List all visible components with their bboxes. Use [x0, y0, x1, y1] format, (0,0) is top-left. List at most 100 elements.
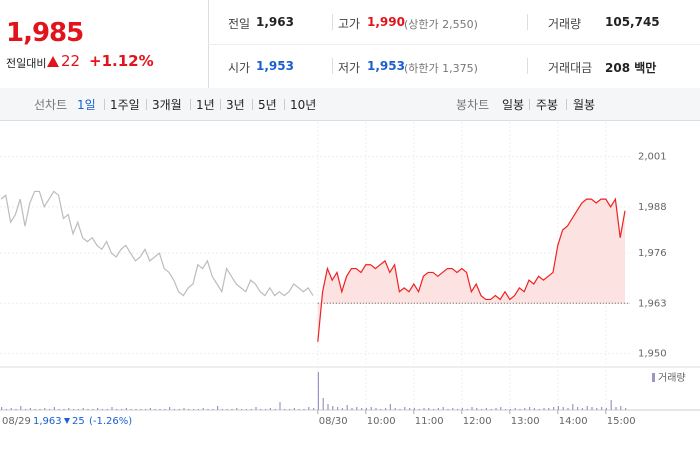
volume-bar	[553, 407, 555, 410]
prev-change: 25	[72, 416, 85, 427]
period-tab[interactable]: 5년	[258, 98, 277, 112]
volume-bar	[461, 408, 463, 410]
volume-bar	[63, 409, 65, 410]
stat-label: 전일	[228, 17, 251, 31]
volume-bar	[519, 409, 521, 410]
prev-close: 1,963	[33, 416, 62, 427]
volume-bar	[135, 409, 137, 410]
period-tab[interactable]: 1주일	[110, 98, 140, 112]
volume-bar	[212, 409, 214, 410]
volume-bar	[389, 404, 391, 410]
volume-bar	[255, 407, 257, 410]
volume-bar	[317, 372, 319, 410]
volume-bar	[217, 406, 219, 410]
change: 22	[61, 52, 81, 70]
volume-bar	[490, 409, 492, 410]
volume-bar	[10, 408, 12, 410]
volume-bar	[341, 408, 343, 410]
volume-bar	[601, 407, 603, 410]
volume-bar	[20, 406, 22, 410]
volume-bar	[428, 408, 430, 410]
volume-bar	[293, 408, 295, 410]
volume-bar	[466, 409, 468, 410]
stat-label: 거래대금	[548, 61, 593, 75]
volume-bar	[591, 407, 593, 410]
volume-bar	[394, 408, 396, 410]
volume-bar	[385, 408, 387, 410]
stat-extra: (상한가 2,550)	[404, 18, 478, 31]
volume-bar	[106, 409, 108, 410]
volume-bar	[533, 408, 535, 410]
volume-bar	[226, 409, 228, 410]
period-tab[interactable]: 월봉	[573, 98, 596, 112]
volume-bar	[53, 407, 55, 410]
volume-bar	[87, 409, 89, 410]
volume-bar	[207, 409, 209, 410]
volume-bar	[365, 408, 367, 410]
period-tab[interactable]: 일봉	[502, 98, 525, 112]
period-tab[interactable]: 10년	[290, 98, 317, 112]
volume-bar	[586, 406, 588, 410]
stat-value: 1,990	[367, 15, 405, 29]
volume-bar	[303, 409, 305, 410]
volume-bar	[92, 409, 94, 410]
volume-bar	[332, 406, 334, 410]
volume-bar	[178, 409, 180, 410]
volume-bar	[68, 408, 70, 410]
price: 1,985	[6, 18, 84, 48]
volume-bar	[15, 409, 17, 410]
volume-bar	[77, 409, 79, 410]
volume-bar	[125, 408, 127, 410]
change-label: 전일대비	[6, 57, 47, 70]
volume-bar	[169, 407, 171, 410]
period-tab[interactable]: 1일	[77, 98, 96, 112]
x-tick-label: 11:00	[415, 416, 444, 427]
period-tab[interactable]: 3년	[226, 98, 245, 112]
volume-bar	[572, 404, 574, 410]
volume-bar	[159, 409, 161, 410]
volume-bar	[193, 409, 195, 410]
period-tab[interactable]: 주봉	[536, 98, 559, 112]
volume-bar	[413, 408, 415, 410]
divider	[529, 99, 530, 110]
volume-bar	[274, 409, 276, 410]
volume-bar	[58, 409, 60, 410]
volume-bar	[1, 407, 3, 410]
divider	[332, 14, 333, 30]
volume-bar	[265, 409, 267, 410]
volume-bar	[308, 407, 310, 410]
volume-bar	[471, 407, 473, 410]
volume-bar	[149, 408, 151, 410]
legend-label: 거래량	[658, 372, 686, 384]
x-tick-label: 13:00	[511, 416, 540, 427]
volume-bar	[173, 409, 175, 410]
volume-bar	[322, 398, 324, 410]
volume-bar	[476, 408, 478, 410]
volume-bar	[500, 407, 502, 410]
volume-bar	[418, 409, 420, 410]
volume-bar	[514, 408, 516, 410]
volume-bar	[442, 407, 444, 410]
volume-bar	[82, 408, 84, 410]
volume-bar	[140, 409, 142, 410]
volume-bar	[298, 409, 300, 410]
volume-bar	[121, 409, 123, 410]
volume-bar	[313, 408, 315, 410]
volume-bar	[188, 409, 190, 410]
period-tab[interactable]: 3개월	[152, 98, 182, 112]
volume-bar	[567, 408, 569, 410]
x-tick-label: 15:00	[607, 416, 636, 427]
volume-bar	[25, 409, 27, 410]
volume-bar	[620, 406, 622, 410]
volume-bar	[97, 408, 99, 410]
volume-bar	[361, 408, 363, 410]
period-tab[interactable]: 1년	[196, 98, 215, 112]
volume-bar	[5, 409, 7, 410]
volume-bar	[183, 408, 185, 410]
volume-bar	[610, 400, 612, 410]
divider	[220, 99, 221, 110]
volume-bar	[260, 409, 262, 410]
volume-bar	[337, 407, 339, 410]
up-icon	[47, 56, 59, 67]
divider	[104, 99, 105, 110]
